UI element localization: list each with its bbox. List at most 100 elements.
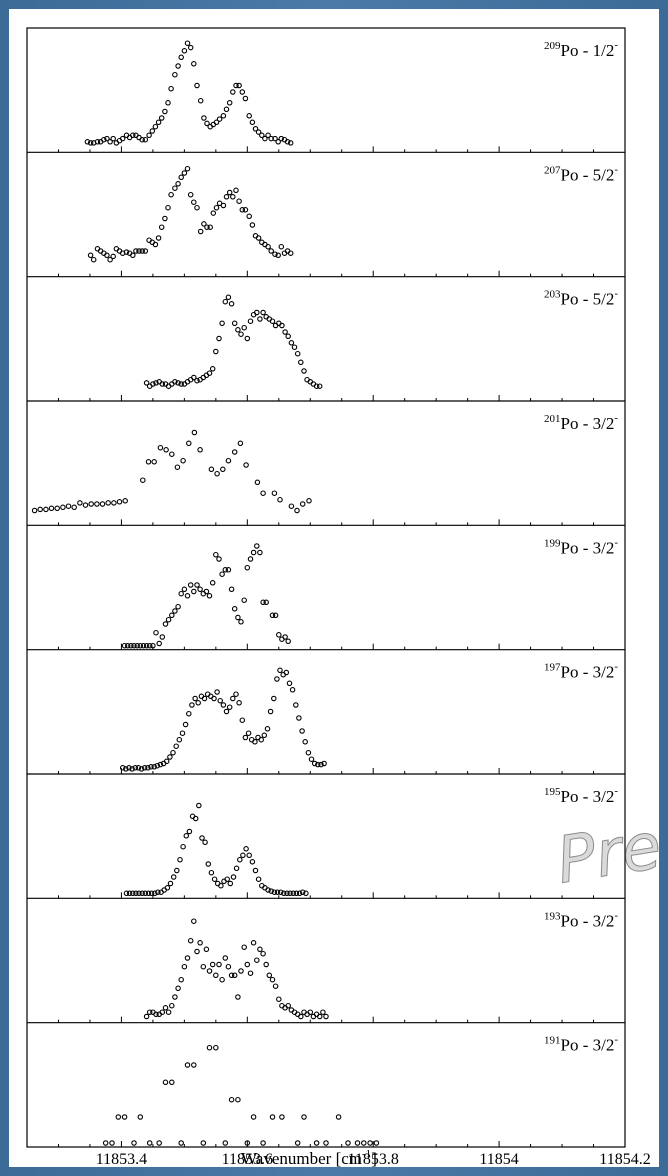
data-point (283, 669, 290, 676)
data-point (131, 642, 137, 649)
element-spin: Po - 1/2 (560, 41, 614, 60)
data-point (178, 1140, 184, 1146)
data-point (207, 224, 213, 230)
data-point (281, 890, 287, 897)
data-point (233, 691, 239, 697)
data-point (109, 1140, 115, 1146)
data-point (228, 1096, 235, 1103)
data-point (213, 551, 219, 558)
data-point (252, 867, 259, 874)
data-point (250, 1114, 257, 1120)
data-point (231, 972, 238, 979)
data-point (287, 890, 293, 897)
data-point (142, 136, 149, 143)
data-point (162, 1079, 169, 1086)
data-point (225, 294, 232, 301)
data-point (269, 1114, 276, 1120)
data-point (94, 139, 101, 145)
data-point (209, 961, 216, 968)
data-point (276, 996, 282, 1002)
data-point (225, 567, 232, 573)
data-point (287, 140, 294, 146)
data-point (296, 715, 302, 721)
data-point (82, 502, 89, 508)
data-point (305, 749, 312, 756)
mass-number: 201 (544, 413, 561, 425)
data-point (31, 507, 38, 514)
data-point (219, 976, 225, 983)
data-point (301, 1114, 307, 1120)
data-point (299, 501, 306, 507)
data-point (165, 100, 171, 106)
data-point (200, 963, 207, 970)
data-point (277, 667, 283, 674)
data-point (172, 379, 178, 385)
data-point (318, 761, 324, 768)
data-point (84, 139, 91, 145)
data-point (197, 228, 204, 235)
data-point (48, 505, 55, 512)
data-point (294, 1140, 301, 1146)
data-point (216, 335, 222, 342)
data-point (146, 132, 152, 139)
panel-195po: 195Po - 3/2- (27, 773, 626, 899)
data-point (233, 865, 240, 872)
data-point (60, 504, 66, 511)
data-point (252, 126, 259, 132)
data-point (213, 204, 220, 211)
x-axis-label-unit-exponent: -1 (362, 1148, 371, 1160)
data-point (279, 322, 285, 329)
data-point (155, 119, 162, 126)
data-point (274, 889, 281, 895)
x-tick-label: 11853.8 (348, 1151, 399, 1167)
data-point (243, 462, 249, 468)
data-point (226, 189, 233, 196)
data-point (168, 85, 174, 92)
panel-199po: 199Po - 3/2- (27, 524, 626, 650)
data-point (111, 500, 117, 506)
data-point (133, 890, 139, 897)
data-point (306, 498, 312, 504)
x-axis-label-text: Wavenumber [cm (241, 1149, 362, 1167)
data-point (288, 340, 295, 346)
data-point (224, 876, 230, 882)
data-point (196, 802, 202, 809)
data-point (183, 833, 190, 839)
data-point (208, 466, 215, 473)
data-point (231, 449, 238, 455)
data-point (214, 689, 220, 695)
data-point (123, 249, 130, 255)
data-point (136, 890, 142, 897)
data-point (187, 582, 194, 588)
data-point (194, 82, 200, 89)
data-point (265, 132, 271, 139)
data-point (130, 252, 136, 259)
data-point (195, 700, 201, 706)
data-point (155, 889, 161, 895)
data-point (175, 181, 181, 187)
data-point (197, 586, 203, 593)
data-point (170, 749, 176, 756)
data-point (293, 890, 300, 897)
data-point (156, 1140, 162, 1146)
data-point (313, 383, 320, 389)
data-point (282, 634, 288, 640)
data-point (313, 1140, 320, 1146)
data-point (140, 642, 147, 649)
data-point (228, 972, 235, 979)
data-point (223, 708, 230, 715)
data-point (287, 250, 294, 256)
data-point (247, 556, 254, 562)
data-point (187, 937, 194, 944)
data-point (200, 1140, 207, 1146)
data-point (101, 136, 107, 143)
panel-207po: 207Po - 5/2- (27, 151, 626, 277)
data-point (235, 994, 241, 1000)
data-point (228, 586, 235, 593)
data-point (142, 248, 149, 254)
data-point (289, 687, 296, 693)
data-point (269, 612, 276, 619)
data-point (169, 451, 175, 457)
data-point (242, 734, 249, 741)
data-point (205, 861, 212, 867)
